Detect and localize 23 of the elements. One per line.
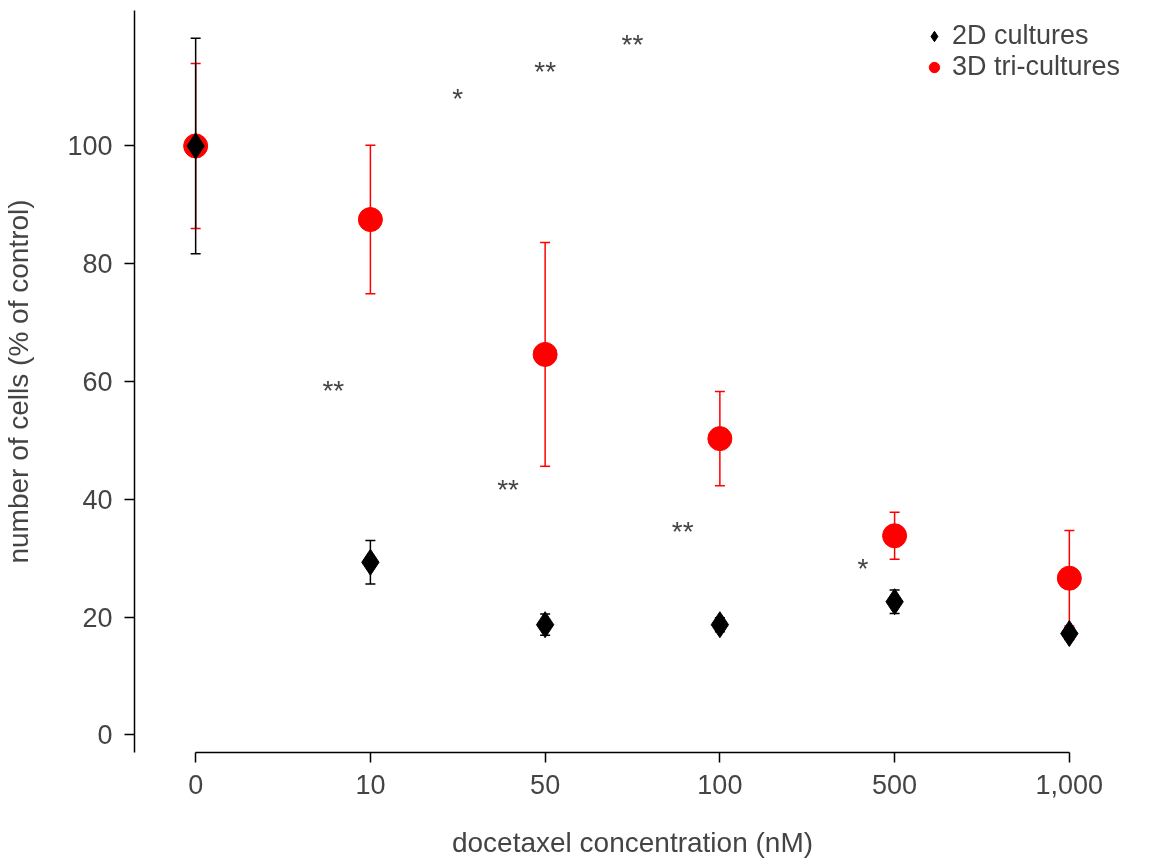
legend-label: 2D cultures <box>951 20 1089 51</box>
y-tick-label: 60 <box>82 367 113 397</box>
y-tick-label: 80 <box>82 249 113 280</box>
x-tick-label: 0 <box>188 769 204 800</box>
annotation: ** <box>497 474 520 506</box>
y-axis-title: number of cells (% of control) <box>3 199 35 564</box>
x-axis-title: docetaxel concentration (nM) <box>451 826 814 858</box>
y-tick-label: 20 <box>82 602 113 633</box>
annotation: ** <box>621 29 644 61</box>
x-tick-label: 500 <box>872 769 918 800</box>
y-tick-label: 40 <box>82 484 113 515</box>
annotation: ** <box>534 56 557 88</box>
annotation: ** <box>671 516 694 548</box>
y-tick-label: 100 <box>67 131 113 162</box>
x-tick-label: 50 <box>530 769 561 800</box>
x-tick-label: 10 <box>355 769 386 800</box>
legend-label: 3D tri-cultures <box>951 51 1120 82</box>
annotation: * <box>452 83 464 115</box>
x-tick-label: 100 <box>697 769 743 800</box>
annotation: ** <box>322 375 345 407</box>
x-tick-label: 1,000 <box>1035 769 1104 800</box>
y-tick-label: 0 <box>97 720 113 751</box>
annotation: * <box>857 553 869 585</box>
